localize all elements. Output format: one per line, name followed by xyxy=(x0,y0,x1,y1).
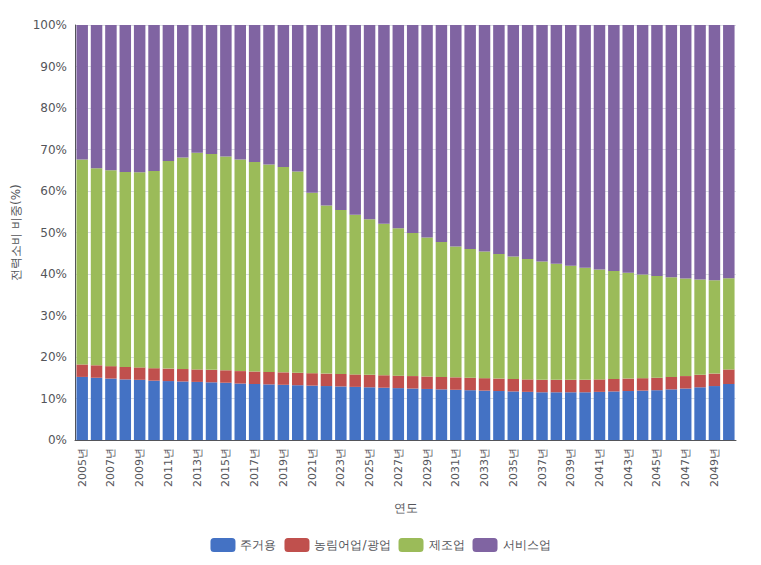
svg-text:제조업: 제조업 xyxy=(429,538,465,552)
svg-text:90%: 90% xyxy=(40,60,67,74)
svg-text:주거용: 주거용 xyxy=(240,538,276,552)
svg-text:2031년: 2031년 xyxy=(449,448,462,487)
svg-text:2043년: 2043년 xyxy=(622,448,635,487)
svg-text:2011년: 2011년 xyxy=(162,448,175,487)
svg-text:농림어업/광업: 농림어업/광업 xyxy=(314,538,390,552)
svg-text:0%: 0% xyxy=(48,433,67,447)
svg-text:80%: 80% xyxy=(40,101,67,115)
svg-text:30%: 30% xyxy=(40,309,67,323)
svg-text:20%: 20% xyxy=(40,350,67,364)
svg-text:2041년: 2041년 xyxy=(593,448,606,487)
svg-text:10%: 10% xyxy=(40,392,67,406)
svg-text:2021년: 2021년 xyxy=(306,448,319,487)
svg-text:2045년: 2045년 xyxy=(650,448,663,487)
svg-text:2039년: 2039년 xyxy=(564,448,577,487)
svg-text:2013년: 2013년 xyxy=(191,448,204,487)
svg-text:50%: 50% xyxy=(40,226,67,240)
svg-text:2005년: 2005년 xyxy=(76,448,89,487)
svg-text:2027년: 2027년 xyxy=(392,448,405,487)
svg-text:40%: 40% xyxy=(40,267,67,281)
svg-text:2035년: 2035년 xyxy=(507,448,520,487)
svg-text:2025년: 2025년 xyxy=(363,448,376,487)
svg-text:2029년: 2029년 xyxy=(421,448,434,487)
svg-text:100%: 100% xyxy=(33,18,67,32)
svg-text:2049년: 2049년 xyxy=(708,448,721,487)
svg-text:2047년: 2047년 xyxy=(679,448,692,487)
svg-text:2037년: 2037년 xyxy=(536,448,549,487)
svg-text:2015년: 2015년 xyxy=(219,448,232,487)
svg-text:2007년: 2007년 xyxy=(104,448,117,487)
svg-text:2019년: 2019년 xyxy=(277,448,290,487)
svg-text:전력소비 비중(%): 전력소비 비중(%) xyxy=(9,184,23,281)
svg-text:70%: 70% xyxy=(40,143,67,157)
svg-text:서비스업: 서비스업 xyxy=(503,538,551,552)
svg-text:2033년: 2033년 xyxy=(478,448,491,487)
svg-text:2009년: 2009년 xyxy=(133,448,146,487)
svg-text:2017년: 2017년 xyxy=(248,448,261,487)
svg-text:2023년: 2023년 xyxy=(334,448,347,487)
svg-text:연도: 연도 xyxy=(394,501,418,515)
svg-text:60%: 60% xyxy=(40,184,67,198)
